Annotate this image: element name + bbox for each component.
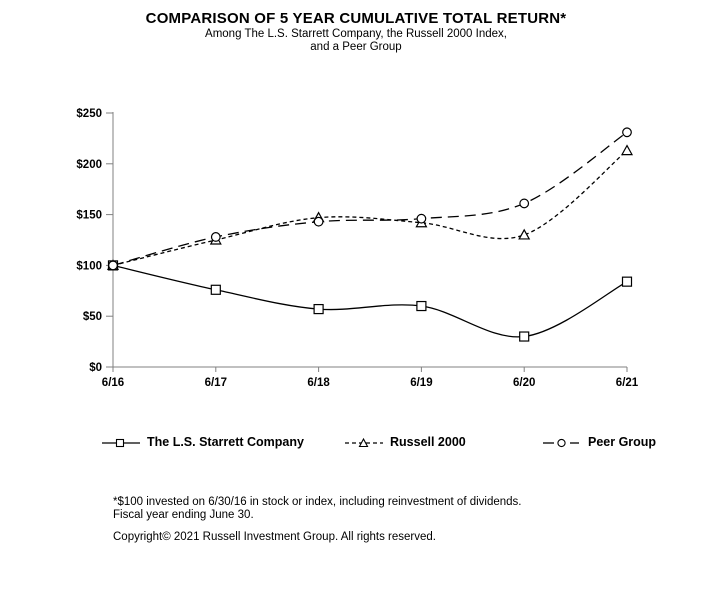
legend-item-starrett: The L.S. Starrett Company — [102, 433, 304, 451]
legend-swatch-starrett — [102, 436, 140, 448]
chart-subtitle-line1: Among The L.S. Starrett Company, the Rus… — [205, 28, 507, 40]
chart-subtitle-line2: and a Peer Group — [310, 41, 402, 53]
legend-swatch-shape — [557, 438, 566, 448]
x-axis-label: 6/18 — [307, 377, 330, 389]
chart-legend: The L.S. Starrett Company Russell 2000 P… — [0, 433, 712, 453]
series-marker-circle — [519, 198, 530, 209]
legend-swatch-svg — [102, 438, 140, 448]
series-marker-square — [621, 276, 633, 287]
legend-label-starrett: The L.S. Starrett Company — [147, 435, 304, 449]
x-axis-label: 6/17 — [205, 377, 227, 389]
legend-swatch-svg — [543, 438, 579, 448]
series-marker-circle — [313, 216, 324, 227]
legend-label-peer: Peer Group — [588, 435, 657, 449]
legend-label-russell: Russell 2000 — [390, 435, 466, 449]
series-marker-circle — [416, 213, 427, 224]
chart-plot-area: $0 $50 $100 $150 $200 $250 6/16 6/17 6/18 6/19 6/2… — [76, 108, 639, 389]
legend-item-peer: Peer Group — [543, 433, 656, 451]
x-axis-label: 6/19 — [410, 377, 432, 389]
y-axis-label: $150 — [76, 210, 102, 222]
legend-swatch-russell — [345, 436, 383, 448]
footnote-line2: Fiscal year ending June 30. — [113, 509, 254, 521]
series-marker-square — [416, 300, 427, 312]
footnote-block: *$100 invested on 6/30/16 in stock or in… — [113, 496, 522, 522]
x-axis-label: 6/20 — [513, 377, 535, 389]
legend-item-russell: Russell 2000 — [345, 433, 466, 451]
y-axis-label: $200 — [76, 159, 102, 171]
legend-swatch-svg — [345, 437, 383, 448]
series-marker-circle — [210, 232, 221, 242]
legend-swatch-shape — [358, 437, 369, 448]
series-marker-square — [519, 331, 530, 342]
series-marker-triangle — [518, 228, 531, 240]
chart-title: COMPARISON OF 5 YEAR CUMULATIVE TOTAL RE… — [145, 10, 567, 27]
series-marker-circle — [622, 127, 632, 138]
x-axis-label: 6/21 — [616, 377, 639, 389]
series-marker-circle — [108, 260, 118, 271]
y-axis-label: $0 — [89, 362, 102, 374]
series-marker-square — [313, 303, 324, 315]
y-axis-label: $250 — [76, 108, 102, 120]
legend-swatch-shape — [115, 438, 125, 448]
series-marker-triangle — [620, 144, 634, 156]
series-marker-square — [210, 284, 221, 295]
series-line-circle — [112, 131, 628, 267]
y-axis-label: $100 — [76, 260, 102, 272]
series-line-triangle — [112, 150, 628, 267]
copyright-note: Copyright© 2021 Russell Investment Group… — [113, 531, 436, 543]
legend-swatch-peer — [543, 436, 581, 448]
y-axis-label: $50 — [83, 311, 102, 323]
x-axis-label: 6/16 — [102, 377, 124, 389]
series-line-square — [112, 264, 628, 338]
footnote-line1: *$100 invested on 6/30/16 in stock or in… — [113, 496, 522, 508]
